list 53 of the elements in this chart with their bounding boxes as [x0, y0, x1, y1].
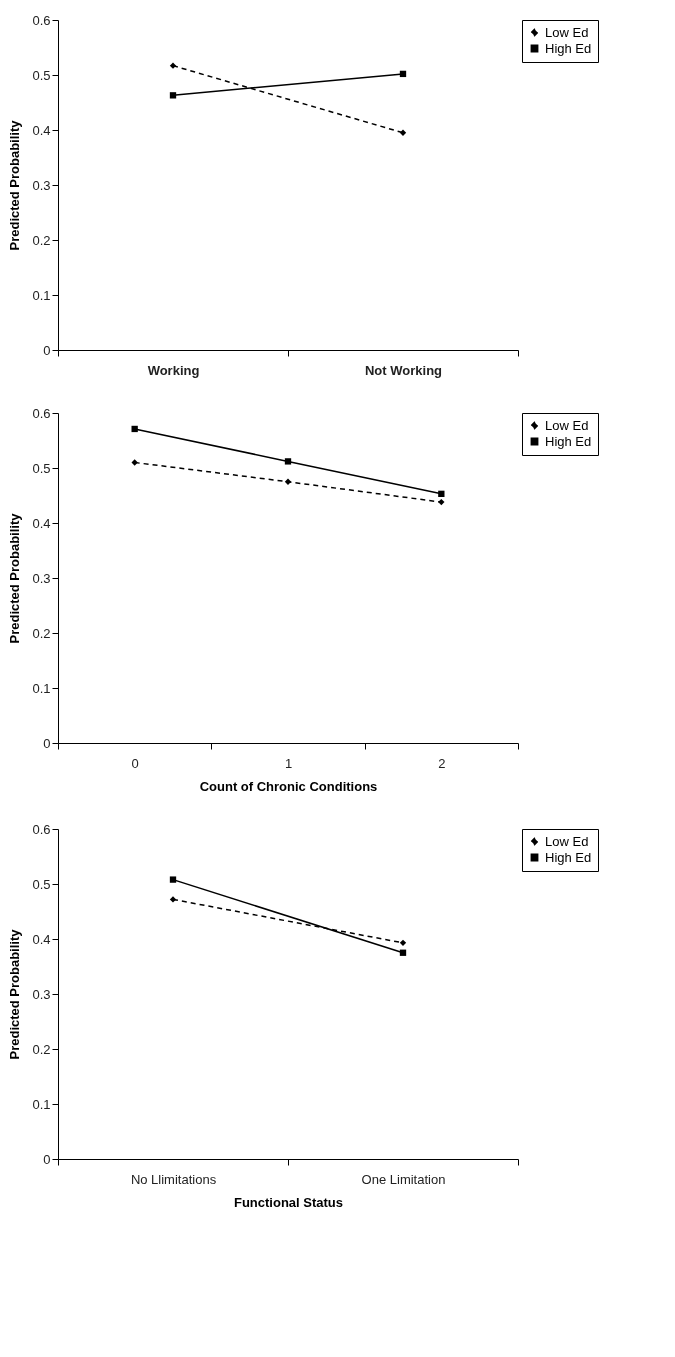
y-tick-label: 0.1 [32, 1096, 51, 1112]
point [169, 62, 177, 69]
y-tick-label: 0 [43, 735, 51, 751]
y-tick-label: 0.2 [32, 1041, 51, 1057]
x-tick-label: 1 [284, 755, 293, 771]
y-tick-label: 0 [43, 1151, 51, 1167]
y-tick-label: 0.3 [32, 986, 51, 1002]
x-axis-title: Functional Status [233, 1194, 344, 1210]
x-tick-label: 2 [438, 755, 446, 771]
point [438, 490, 445, 498]
y-tick-label: 0.3 [32, 570, 51, 586]
y-tick-label: 0.4 [32, 515, 51, 531]
point [438, 498, 445, 506]
point [399, 70, 407, 78]
point [131, 459, 138, 466]
y-tick-label: 0.5 [32, 460, 51, 476]
y-tick-label: 0.4 [32, 122, 51, 138]
y-tick-label: 0.2 [32, 232, 51, 248]
x-tick-label: Not Working [364, 362, 443, 378]
point [399, 129, 407, 136]
y-tick-label: 0 [43, 342, 51, 358]
y-tick-label: 0.5 [32, 67, 51, 83]
point [399, 939, 407, 947]
y-axis-title: Predicted Probability [7, 928, 23, 1060]
point [399, 949, 407, 956]
y-tick-label: 0.3 [32, 177, 51, 193]
point [284, 478, 292, 485]
legend-label: Low Ed [545, 417, 589, 433]
x-tick-label: One Limitation [361, 1171, 446, 1187]
x-tick-label: 0 [131, 755, 139, 771]
y-axis-title: Predicted Probability [7, 512, 23, 644]
y-tick-label: 0.6 [32, 12, 51, 28]
y-tick-label: 0.5 [32, 876, 51, 892]
legend-label: High Ed [545, 40, 592, 56]
point [169, 876, 177, 883]
point [169, 896, 177, 903]
legend-label: High Ed [545, 433, 592, 449]
y-tick-label: 0.1 [32, 680, 51, 696]
point [284, 458, 292, 465]
point [169, 92, 177, 99]
y-tick-label: 0.6 [32, 821, 51, 837]
point [131, 425, 138, 433]
y-tick-label: 0.6 [32, 405, 51, 421]
y-tick-label: 0.1 [32, 287, 51, 303]
x-axis-title: Count of Chronic Conditions [199, 778, 378, 794]
x-tick-label: Working [147, 362, 200, 378]
y-axis-title: Predicted Probability [7, 119, 23, 251]
legend-label: Low Ed [545, 833, 589, 849]
y-tick-label: 0.2 [32, 625, 51, 641]
y-tick-label: 0.4 [32, 931, 51, 947]
legend-label: High Ed [545, 849, 592, 865]
x-tick-label: No Llimitations [130, 1171, 217, 1187]
legend-label: Low Ed [545, 24, 589, 40]
